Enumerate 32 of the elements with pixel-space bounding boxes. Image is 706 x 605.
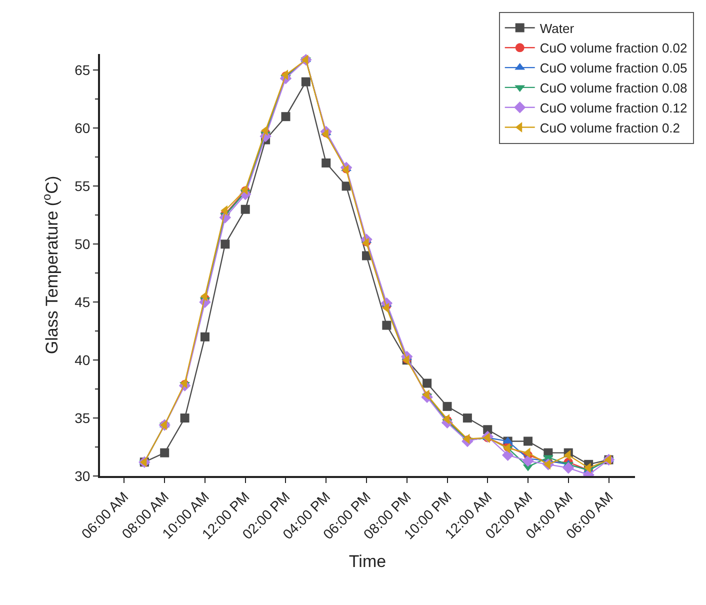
legend-label: CuO volume fraction 0.02: [540, 40, 688, 56]
y-tick-label: 50: [74, 236, 90, 252]
point: [200, 332, 210, 342]
point: [180, 414, 190, 423]
y-tick-label: 35: [74, 410, 90, 426]
point: [160, 448, 170, 458]
point: [502, 449, 514, 461]
point: [382, 320, 392, 330]
legend-label: Water: [540, 20, 575, 36]
legend-label: CuO volume fraction 0.08: [540, 80, 688, 96]
point: [442, 402, 452, 411]
legend-label: CuO volume fraction 0.05: [540, 60, 688, 76]
point: [522, 455, 534, 467]
y-tick-label: 60: [74, 120, 90, 136]
point: [281, 112, 290, 122]
x-axis-title: Time: [348, 552, 386, 572]
point: [422, 378, 432, 388]
y-tick-label: 30: [74, 468, 90, 484]
legend-label: CuO volume fraction 0.2: [540, 120, 680, 136]
y-tick-label: 40: [74, 352, 90, 368]
point: [322, 158, 331, 168]
point: [220, 240, 230, 249]
y-tick-label: 65: [74, 62, 90, 78]
point: [562, 462, 574, 474]
point: [524, 436, 532, 446]
point: [240, 204, 250, 214]
y-tick-label: 45: [74, 294, 90, 310]
legend-label: CuO volume fraction 0.12: [540, 100, 688, 116]
point: [200, 291, 208, 302]
point: [301, 77, 310, 86]
y-tick-label: 55: [74, 178, 90, 194]
point: [462, 414, 472, 423]
